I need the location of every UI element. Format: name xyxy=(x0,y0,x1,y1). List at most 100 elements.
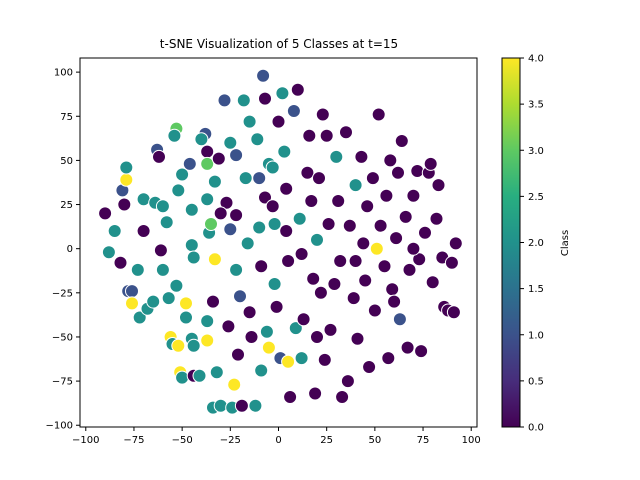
colorbar-tick-label: 4.0 xyxy=(528,54,544,65)
y-tick-label: −25 xyxy=(52,288,73,299)
data-point xyxy=(258,190,272,205)
data-point xyxy=(240,236,255,251)
colorbar xyxy=(501,57,521,428)
data-point xyxy=(402,262,417,277)
data-point xyxy=(207,174,222,189)
y-axis-ticks: −100 −75 −50 −25 0 25 50 75 100 xyxy=(46,68,80,432)
data-point xyxy=(373,218,388,233)
data-point xyxy=(179,310,193,325)
x-tick-label: −75 xyxy=(123,435,144,446)
y-tick-label: −75 xyxy=(52,377,73,388)
data-point xyxy=(182,156,197,171)
data-point xyxy=(113,255,128,270)
colorbar-tick-label: 0.0 xyxy=(528,423,544,434)
data-point xyxy=(371,107,386,122)
data-point xyxy=(223,135,238,150)
data-point xyxy=(446,305,461,320)
data-point xyxy=(267,217,282,231)
colorbar-label: Class xyxy=(560,230,571,256)
data-point xyxy=(387,294,402,309)
x-tick-label: 25 xyxy=(320,435,333,446)
x-tick-label: 75 xyxy=(417,435,430,446)
data-point xyxy=(227,377,242,392)
chart-title: t-SNE Visualization of 5 Classes at t=15 xyxy=(160,37,398,51)
data-point xyxy=(119,172,134,187)
data-point xyxy=(242,305,257,320)
data-point xyxy=(200,192,215,207)
data-point xyxy=(444,255,459,270)
data-point xyxy=(356,236,371,251)
data-point xyxy=(206,294,220,309)
data-point xyxy=(423,156,438,171)
data-point xyxy=(414,344,429,359)
data-point xyxy=(265,199,280,214)
data-point xyxy=(231,347,245,362)
data-point xyxy=(256,68,271,83)
data-point xyxy=(327,277,342,291)
data-point xyxy=(267,277,282,291)
y-tick-label: 75 xyxy=(60,112,73,123)
data-point xyxy=(406,241,421,256)
data-point xyxy=(175,370,190,385)
data-point xyxy=(213,398,228,413)
data-point xyxy=(312,171,326,186)
data-point xyxy=(117,197,132,212)
x-tick-label: −50 xyxy=(172,435,193,446)
data-point xyxy=(288,321,303,336)
x-tick-label: 0 xyxy=(275,435,281,446)
data-point xyxy=(398,209,413,224)
data-point xyxy=(348,178,363,193)
data-point xyxy=(335,390,350,404)
data-point xyxy=(242,114,257,129)
data-point xyxy=(153,243,168,258)
data-point xyxy=(394,134,409,148)
data-point xyxy=(223,222,238,237)
y-tick-label: 50 xyxy=(60,156,73,167)
data-point xyxy=(429,211,444,226)
data-point xyxy=(346,291,361,306)
data-point xyxy=(279,181,294,196)
data-point xyxy=(236,93,251,108)
data-point xyxy=(119,160,134,175)
data-point xyxy=(229,208,244,223)
data-point xyxy=(130,262,145,277)
x-axis-ticks: −100 −75 −50 −25 0 25 50 75 100 xyxy=(72,427,481,446)
data-point xyxy=(348,254,363,268)
data-point xyxy=(310,330,324,344)
data-point xyxy=(308,386,323,401)
data-point xyxy=(400,340,415,355)
data-point xyxy=(244,330,259,344)
colorbar-tick-label: 2.5 xyxy=(528,192,544,203)
data-point xyxy=(313,285,328,300)
data-point xyxy=(350,331,365,346)
data-point xyxy=(136,224,151,238)
data-point xyxy=(339,125,353,140)
data-point xyxy=(169,278,184,293)
data-point xyxy=(229,262,244,277)
data-point xyxy=(238,171,253,186)
data-point xyxy=(319,128,334,143)
x-tick-label: −25 xyxy=(220,435,241,446)
colorbar-tick-label: 1.5 xyxy=(528,284,544,295)
data-point xyxy=(367,303,382,318)
data-point xyxy=(217,93,232,108)
data-point xyxy=(213,206,228,221)
data-point xyxy=(155,262,170,277)
x-tick-label: 50 xyxy=(368,435,381,446)
data-point xyxy=(219,195,234,210)
data-point xyxy=(340,374,355,389)
data-point xyxy=(259,324,274,339)
x-tick-label: −100 xyxy=(72,435,99,446)
colorbar-tick-label: 0.5 xyxy=(528,376,544,387)
colorbar-tick-label: 3.0 xyxy=(528,146,544,157)
data-point xyxy=(300,165,315,180)
data-point xyxy=(275,86,290,101)
data-point xyxy=(171,183,186,198)
data-point xyxy=(204,217,218,231)
data-point xyxy=(306,271,321,286)
data-point xyxy=(155,199,170,214)
data-point xyxy=(186,250,201,265)
data-point xyxy=(281,354,296,369)
colorbar-tick-label: 3.5 xyxy=(528,100,544,111)
y-tick-label: 100 xyxy=(54,68,73,79)
